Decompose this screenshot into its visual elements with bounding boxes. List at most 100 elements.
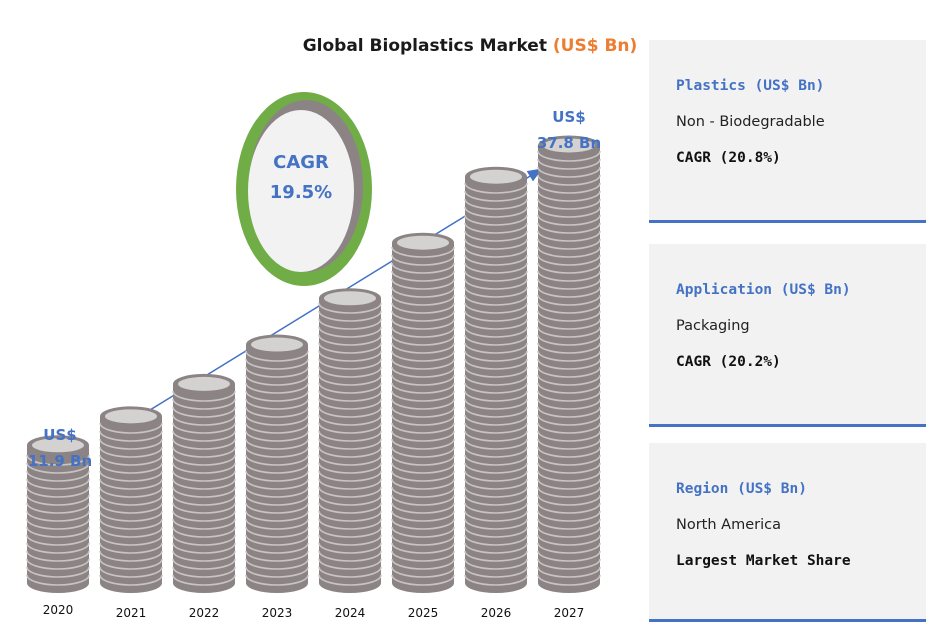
coin-edge: [172, 526, 236, 538]
coin-edge: [318, 374, 382, 386]
plastics-panel: Plastics (US$ Bn) Non - Biodegradable CA…: [649, 40, 926, 223]
coin-edge: [464, 294, 528, 306]
coin-edge: [537, 550, 601, 562]
plastics-panel-subtitle: Non - Biodegradable: [676, 114, 825, 130]
coin-edge: [172, 502, 236, 514]
coin-edge: [26, 574, 90, 586]
coin-edge: [245, 478, 309, 490]
bar-top-face: [324, 291, 376, 306]
coin-edge: [464, 558, 528, 570]
coin-edge: [537, 390, 601, 402]
coin-edge: [26, 454, 90, 466]
x-tick-2025: 2025: [408, 606, 439, 620]
coin-edge: [464, 198, 528, 210]
x-tick-2021: 2021: [116, 606, 147, 620]
coin-edge: [464, 326, 528, 338]
coin-edge: [391, 406, 455, 418]
coin-edge: [391, 246, 455, 258]
bar-base: [465, 573, 527, 593]
coin-edge: [318, 406, 382, 418]
bar-2025: [391, 232, 455, 593]
coin-edge: [537, 542, 601, 554]
chart-title-unit: (US$ Bn): [552, 36, 638, 56]
coin-edge: [537, 366, 601, 378]
coin-edge: [537, 222, 601, 234]
end-value-currency: US$: [552, 108, 586, 126]
coin-edge: [99, 486, 163, 498]
coin-edge: [464, 286, 528, 298]
coin-edge: [318, 318, 382, 330]
start-value-amount: 11.9 Bn: [27, 452, 93, 470]
coin-edge: [245, 566, 309, 578]
coin-edge: [391, 558, 455, 570]
x-tick-2027: 2027: [554, 606, 585, 620]
coin-edge: [537, 246, 601, 258]
coin-edge: [391, 534, 455, 546]
coin-edge: [391, 574, 455, 586]
coin-edge: [26, 462, 90, 474]
coin-edge: [464, 542, 528, 554]
coin-edge: [537, 534, 601, 546]
coin-edge: [391, 446, 455, 458]
coin-edge: [245, 430, 309, 442]
coin-edge: [391, 542, 455, 554]
coin-edge: [99, 422, 163, 434]
cagr-badge: [236, 92, 372, 286]
coin-edge: [26, 486, 90, 498]
coin-edge: [26, 542, 90, 554]
cagr-value: 19.5%: [269, 182, 333, 203]
coin-edge: [391, 454, 455, 466]
coin-edge: [318, 454, 382, 466]
coin-edge: [99, 558, 163, 570]
coin-edge: [99, 502, 163, 514]
coin-edge: [464, 382, 528, 394]
coin-edge: [318, 342, 382, 354]
coin-edge: [537, 334, 601, 346]
coin-edge: [464, 254, 528, 266]
coin-edge: [537, 486, 601, 498]
x-tick-2022: 2022: [189, 606, 220, 620]
coin-edge: [245, 366, 309, 378]
coin-edge: [537, 462, 601, 474]
coin-edge: [172, 566, 236, 578]
coin-edge: [537, 350, 601, 362]
coin-edge: [172, 470, 236, 482]
coin-edge: [464, 230, 528, 242]
coin-edge: [537, 230, 601, 242]
coin-edge: [464, 334, 528, 346]
coin-edge: [537, 414, 601, 426]
coin-edge: [537, 510, 601, 522]
coin-edge: [172, 462, 236, 474]
coin-edge: [245, 446, 309, 458]
chart-title-main: Global Bioplastics Market: [302, 36, 547, 56]
coin-edge: [391, 254, 455, 266]
coin-edge: [99, 510, 163, 522]
bar-2023: [245, 334, 309, 593]
coin-edge: [245, 518, 309, 530]
coin-edge: [391, 470, 455, 482]
coin-edge: [464, 190, 528, 202]
coin-edge: [26, 510, 90, 522]
coin-edge: [391, 286, 455, 298]
bar-body: [465, 176, 527, 583]
coin-edge: [172, 446, 236, 458]
bar-2022: [172, 373, 236, 593]
x-tick-2020: 2020: [43, 603, 74, 617]
coin-edge: [318, 310, 382, 322]
coin-edge: [172, 542, 236, 554]
coin-edge: [464, 270, 528, 282]
coin-edge: [537, 238, 601, 250]
coin-edge: [99, 438, 163, 450]
coin-edge: [464, 390, 528, 402]
coin-edge: [26, 558, 90, 570]
coin-edge: [464, 518, 528, 530]
coin-edge: [172, 494, 236, 506]
coin-edge: [99, 526, 163, 538]
coin-edge: [391, 350, 455, 362]
coin-edge: [464, 350, 528, 362]
coin-edge: [245, 454, 309, 466]
coin-edge: [464, 406, 528, 418]
coin-edge: [391, 414, 455, 426]
application-panel: Application (US$ Bn) Packaging CAGR (20.…: [649, 244, 926, 427]
coin-edge: [464, 342, 528, 354]
